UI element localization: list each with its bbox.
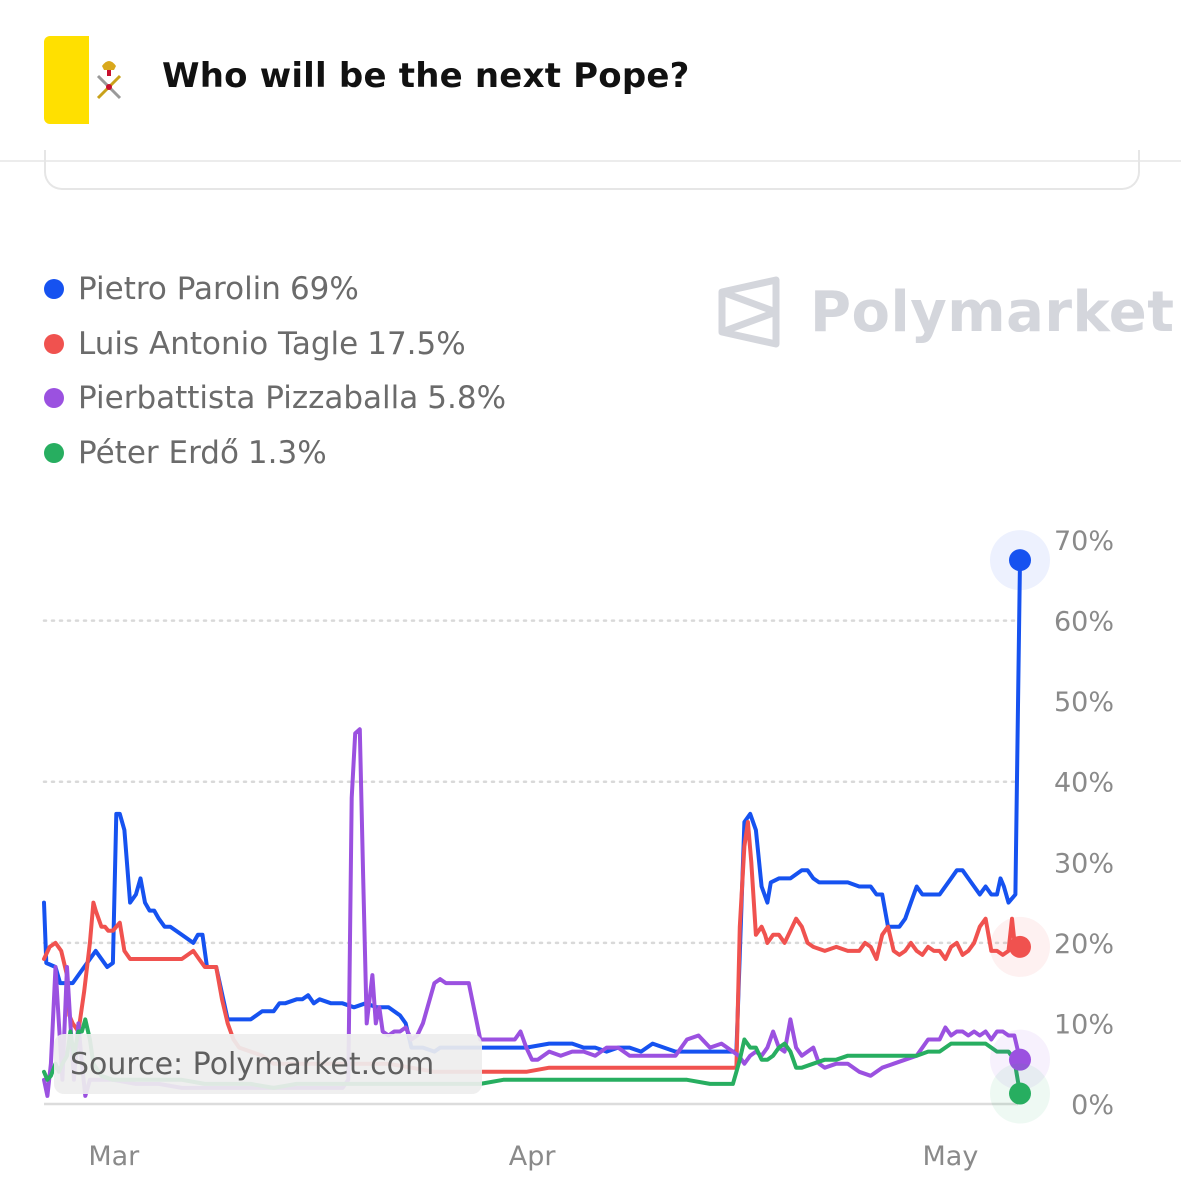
flag-white-band (89, 36, 132, 124)
legend-item[interactable]: Pierbattista Pizzaballa 5.8% (44, 371, 506, 426)
legend-dot (44, 442, 64, 463)
y-axis: 70% 60% 50% 40% 30% 20% 10% 0% (1054, 526, 1114, 1121)
legend-item[interactable]: Luis Antonio Tagle 17.5% (44, 317, 506, 372)
legend-label: Luis Antonio Tagle 17.5% (78, 325, 466, 362)
watermark-text: Polymarket (810, 279, 1175, 345)
chart-legend: Pietro Parolin 69% Luis Antonio Tagle 17.5… (44, 262, 506, 480)
page-title: Who will be the next Pope? (162, 56, 690, 96)
collapsed-card (44, 150, 1140, 190)
series-line (42, 820, 1022, 1074)
legend-dot (44, 279, 64, 300)
x-tick-label: May (922, 1141, 978, 1172)
legend-label: Péter Erdő 1.3% (78, 434, 327, 471)
y-tick-label: 50% (1054, 687, 1114, 718)
source-label: Source: Polymarket.com (54, 1034, 482, 1094)
legend-dot (44, 333, 64, 354)
polymarket-watermark: Polymarket (718, 272, 1174, 352)
series-line (42, 558, 1022, 1054)
vatican-crossed-keys-icon (96, 61, 122, 100)
flag-yellow-band (44, 36, 89, 124)
y-tick-label: 20% (1054, 929, 1114, 960)
legend-label: Pietro Parolin 69% (78, 271, 359, 308)
x-tick-label: Mar (88, 1141, 140, 1172)
vatican-flag-icon (44, 36, 132, 124)
grid-layer (42, 619, 1020, 1106)
polymarket-logo-icon (718, 276, 780, 348)
end-marker (1009, 935, 1031, 958)
y-tick-label: 40% (1054, 768, 1114, 799)
marker-layer (990, 530, 1050, 1124)
legend-item[interactable]: Pietro Parolin 69% (44, 262, 506, 317)
y-tick-label: 0% (1071, 1090, 1114, 1121)
y-tick-label: 30% (1054, 848, 1114, 879)
x-axis: Mar Apr May (88, 1141, 978, 1172)
end-marker (1009, 549, 1031, 572)
header: Who will be the next Pope? (0, 0, 1181, 162)
series-layer (42, 558, 1022, 1098)
y-tick-label: 60% (1054, 607, 1114, 638)
x-tick-label: Apr (509, 1141, 557, 1172)
end-marker (1009, 1082, 1031, 1105)
legend-label: Pierbattista Pizzaballa 5.8% (78, 380, 507, 417)
y-tick-label: 10% (1054, 1009, 1114, 1040)
end-marker (1009, 1048, 1031, 1071)
legend-item[interactable]: Péter Erdő 1.3% (44, 426, 506, 481)
y-tick-label: 70% (1054, 526, 1114, 557)
legend-dot (44, 388, 64, 409)
